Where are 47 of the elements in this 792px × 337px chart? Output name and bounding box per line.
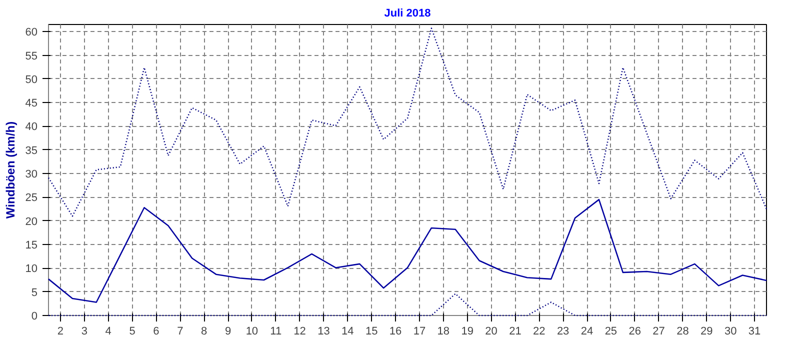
y-tick-label: 10: [25, 263, 38, 276]
x-tick-label: 26: [628, 326, 641, 337]
line-series: [48, 198, 768, 303]
x-tick-label: 15: [365, 326, 378, 337]
y-tick-label: 50: [25, 74, 38, 86]
x-tick-label: 9: [224, 326, 232, 337]
x-tick-label: 30: [724, 326, 737, 337]
x-tick-label: 28: [676, 326, 689, 337]
x-tick-label: 12: [294, 326, 306, 337]
x-tick-label: 14: [342, 326, 354, 337]
y-tick-label: 0: [31, 310, 38, 322]
line-series: [48, 28, 768, 217]
y-tick-label: 60: [25, 26, 38, 39]
y-tick-label: 5: [31, 286, 38, 299]
x-tick-label: 6: [153, 326, 160, 337]
x-tick-label: 17: [413, 326, 426, 337]
y-tick-label: 30: [25, 168, 38, 181]
x-tick-label: 3: [81, 326, 88, 337]
x-tick-label: 10: [246, 326, 258, 337]
x-tick-label: 13: [318, 326, 330, 337]
x-tick-label: 18: [437, 326, 450, 337]
x-tick-label: 27: [652, 326, 665, 337]
x-tick-label: 5: [129, 326, 136, 337]
x-tick-label: 8: [201, 326, 208, 337]
x-tick-label: 7: [177, 326, 184, 337]
y-tick-label: 20: [25, 216, 38, 228]
x-tick-label: 24: [580, 326, 594, 337]
y-tick-label: 40: [25, 121, 38, 134]
x-tick-label: 16: [389, 326, 402, 337]
x-tick-label: 19: [461, 326, 474, 337]
x-tick-label: 20: [485, 326, 498, 337]
y-tick-label: 15: [25, 240, 38, 252]
y-tick-label: 25: [25, 192, 38, 204]
x-tick-label: 21: [509, 326, 522, 337]
x-tick-label: 25: [604, 326, 618, 337]
y-tick-label: 35: [25, 144, 38, 157]
y-tick-label: 55: [25, 50, 38, 62]
x-tick-label: 31: [748, 326, 761, 337]
x-tick-label: 22: [533, 326, 546, 337]
x-tick-label: 23: [556, 326, 570, 337]
x-tick-label: 4: [105, 326, 112, 337]
x-tick-label: 2: [57, 326, 64, 337]
y-tick-label: 45: [25, 98, 38, 110]
x-tick-label: 11: [270, 326, 282, 337]
x-tick-label: 29: [700, 326, 713, 337]
chart-title: Juli 2018: [384, 8, 431, 20]
y-axis-title: Windböen (km/h): [3, 121, 18, 219]
